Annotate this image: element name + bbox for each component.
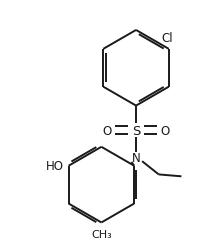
Text: N: N [132, 151, 140, 164]
Text: HO: HO [46, 160, 64, 172]
Text: O: O [103, 124, 112, 137]
Text: O: O [160, 124, 169, 137]
Text: S: S [132, 124, 140, 137]
Text: Cl: Cl [161, 32, 173, 45]
Text: CH₃: CH₃ [91, 229, 112, 239]
